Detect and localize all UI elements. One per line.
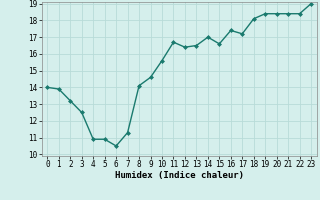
X-axis label: Humidex (Indice chaleur): Humidex (Indice chaleur) <box>115 171 244 180</box>
